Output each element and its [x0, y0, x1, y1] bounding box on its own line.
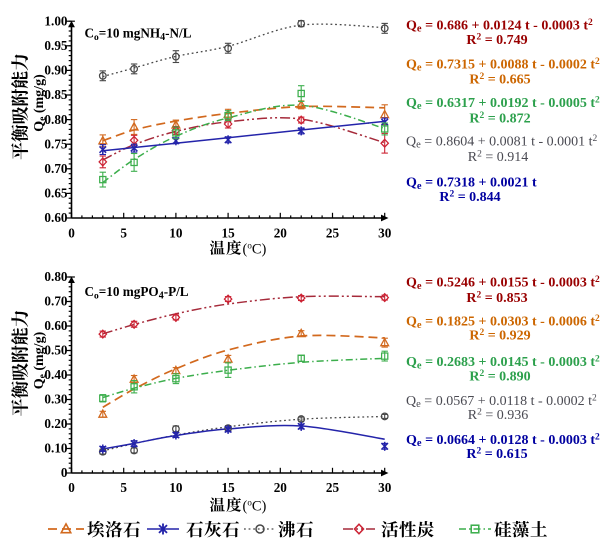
svg-text:1.00: 1.00	[44, 13, 67, 28]
svg-text:R2 = 0.914: R2 = 0.914	[468, 149, 529, 165]
svg-text:0.10: 0.10	[44, 441, 67, 456]
svg-text:0.70: 0.70	[44, 161, 67, 176]
svg-text:0.80: 0.80	[44, 269, 67, 284]
svg-text:0: 0	[68, 225, 75, 240]
svg-text:0.75: 0.75	[44, 136, 67, 151]
svg-text:25: 25	[326, 225, 340, 240]
svg-text:Qe = 0.7315 + 0.0088 t - 0.000: Qe = 0.7315 + 0.0088 t - 0.0002 t2	[406, 57, 600, 74]
svg-text:R2 = 0.665: R2 = 0.665	[469, 72, 530, 88]
svg-text:R2 = 0.936: R2 = 0.936	[468, 407, 529, 423]
svg-text:0.20: 0.20	[44, 416, 67, 431]
svg-text:Co=10 mgPO4-P/L: Co=10 mgPO4-P/L	[85, 284, 189, 302]
svg-text:(oC): (oC)	[243, 498, 267, 515]
svg-text:25: 25	[326, 480, 340, 495]
svg-text:0.80: 0.80	[44, 112, 67, 127]
svg-text:Qe (mg/g): Qe (mg/g)	[32, 74, 48, 132]
svg-text:15: 15	[222, 480, 236, 495]
svg-text:0.70: 0.70	[44, 294, 67, 309]
svg-text:Qe = 0.0567 + 0.0118 t - 0.000: Qe = 0.0567 + 0.0118 t - 0.0002 t2	[406, 393, 597, 410]
svg-text:Qe = 0.2683 + 0.0145 t - 0.000: Qe = 0.2683 + 0.0145 t - 0.0003 t2	[406, 355, 600, 372]
svg-text:5: 5	[120, 225, 127, 240]
svg-text:10: 10	[169, 225, 183, 240]
svg-text:R2 = 0.890: R2 = 0.890	[469, 369, 530, 385]
svg-text:20: 20	[274, 480, 288, 495]
svg-text:0.95: 0.95	[44, 38, 67, 53]
svg-text:Qe = 0.8604 + 0.0081 t - 0.000: Qe = 0.8604 + 0.0081 t - 0.0001 t2	[406, 134, 598, 151]
svg-text:0.65: 0.65	[44, 186, 67, 201]
svg-text:30: 30	[378, 225, 392, 240]
svg-text:Qe (mg/g): Qe (mg/g)	[32, 331, 48, 389]
svg-text:0.90: 0.90	[44, 63, 67, 78]
svg-text:0.40: 0.40	[44, 367, 67, 382]
svg-text:Qe = 0.1825 + 0.0303 t - 0.000: Qe = 0.1825 + 0.0303 t - 0.0006 t2	[406, 314, 600, 331]
svg-text:Co=10 mgNH4-N/L: Co=10 mgNH4-N/L	[85, 25, 192, 43]
svg-text:R2 = 0.749: R2 = 0.749	[466, 32, 527, 48]
svg-text:Qe = 0.6317 + 0.0192 t - 0.000: Qe = 0.6317 + 0.0192 t - 0.0005 t2	[406, 95, 600, 112]
svg-text:(oC): (oC)	[243, 241, 267, 258]
svg-text:0: 0	[61, 465, 68, 480]
svg-text:R2 = 0.844: R2 = 0.844	[439, 190, 500, 206]
svg-text:30: 30	[378, 480, 392, 495]
svg-text:R2 = 0.615: R2 = 0.615	[466, 446, 527, 462]
svg-text:0.30: 0.30	[44, 392, 67, 407]
svg-text:20: 20	[274, 225, 288, 240]
svg-text:R2 = 0.929: R2 = 0.929	[469, 328, 530, 344]
svg-text:Qe = 0.686 + 0.0124 t - 0.0003: Qe = 0.686 + 0.0124 t - 0.0003 t2	[406, 18, 593, 35]
svg-text:15: 15	[222, 225, 236, 240]
svg-text:0.50: 0.50	[44, 343, 67, 358]
svg-text:0.85: 0.85	[44, 87, 67, 102]
svg-text:R2 = 0.853: R2 = 0.853	[466, 290, 527, 306]
svg-text:Qe = 0.0664 + 0.0128 t - 0.000: Qe = 0.0664 + 0.0128 t - 0.0003 t2	[406, 432, 600, 449]
svg-text:0: 0	[68, 480, 75, 495]
svg-text:R2 = 0.872: R2 = 0.872	[469, 111, 530, 127]
svg-text:Qe = 0.5246 + 0.0155 t - 0.000: Qe = 0.5246 + 0.0155 t - 0.0003 t2	[406, 275, 600, 292]
svg-text:10: 10	[169, 480, 183, 495]
svg-text:0.60: 0.60	[44, 210, 67, 225]
svg-text:0.60: 0.60	[44, 318, 67, 333]
svg-text:Qe = 0.7318 + 0.0021 t: Qe = 0.7318 + 0.0021 t	[406, 176, 537, 192]
svg-text:5: 5	[120, 480, 127, 495]
